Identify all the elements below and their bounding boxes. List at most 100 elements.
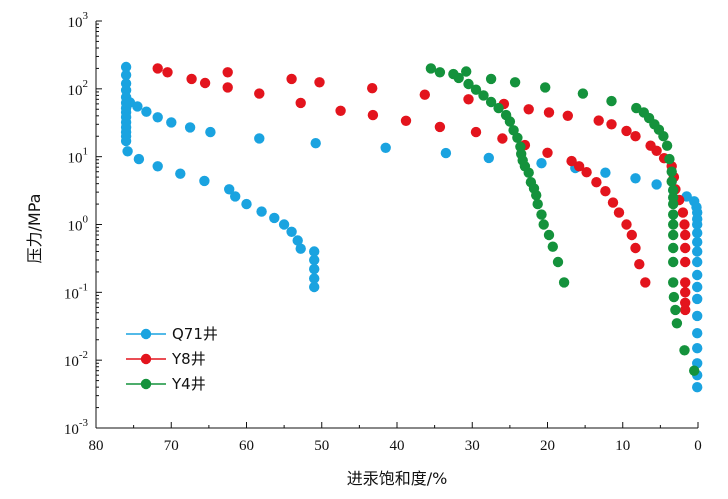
data-point <box>651 179 662 190</box>
data-point <box>162 67 173 78</box>
data-point <box>543 229 555 241</box>
data-point <box>199 77 211 89</box>
data-point <box>668 198 679 210</box>
data-point <box>309 263 320 275</box>
data-point <box>626 229 637 241</box>
data-point <box>141 106 152 117</box>
data-point <box>562 110 573 122</box>
data-point <box>256 206 267 217</box>
data-point <box>254 88 265 99</box>
data-point <box>531 190 542 201</box>
data-point <box>199 175 210 187</box>
data-point <box>661 140 673 151</box>
data-point <box>630 173 641 184</box>
data-point <box>483 152 494 164</box>
data-point <box>607 197 619 208</box>
data-point <box>680 277 691 288</box>
data-point <box>670 304 681 316</box>
data-point <box>668 277 679 288</box>
data-point <box>224 184 235 195</box>
y-axis-title: 压力/MPa <box>25 194 44 264</box>
x-tick-label: 10 <box>615 438 630 454</box>
data-point <box>566 155 577 167</box>
data-point <box>692 269 703 281</box>
data-point <box>152 63 163 74</box>
data-point <box>538 219 549 230</box>
data-point <box>132 101 143 112</box>
data-point <box>152 112 163 123</box>
data-point <box>692 256 703 268</box>
data-point <box>485 96 497 108</box>
data-point <box>658 131 669 142</box>
data-point <box>680 229 691 241</box>
data-point <box>680 287 691 298</box>
y-tick-label: 10-1 <box>64 281 88 302</box>
data-point <box>463 78 474 90</box>
data-point <box>634 259 645 270</box>
data-point <box>504 116 516 127</box>
data-point <box>540 82 551 93</box>
data-point <box>295 97 306 109</box>
legend-label: Q71井 <box>172 325 218 343</box>
data-point <box>335 105 346 117</box>
data-point <box>581 167 592 178</box>
data-point <box>573 161 585 172</box>
data-point <box>461 66 472 77</box>
data-point <box>186 73 197 85</box>
data-point <box>453 72 464 84</box>
data-point <box>485 73 497 85</box>
data-point <box>692 236 703 248</box>
y-tick-label: 10-2 <box>64 349 88 370</box>
data-point <box>680 304 691 316</box>
data-point <box>621 219 632 230</box>
data-point <box>254 133 265 144</box>
data-point <box>536 209 547 220</box>
data-point <box>668 185 679 196</box>
x-tick-label: 40 <box>390 438 405 454</box>
data-point <box>152 161 163 172</box>
data-point <box>613 207 625 218</box>
data-point <box>133 153 145 165</box>
data-point <box>543 107 555 118</box>
data-point <box>630 131 641 142</box>
data-point <box>434 67 446 78</box>
data-point <box>286 73 297 85</box>
data-point <box>310 138 321 149</box>
legend-marker <box>140 378 152 390</box>
data-point <box>600 186 611 197</box>
data-point <box>600 167 611 178</box>
data-point <box>292 235 303 246</box>
data-point <box>493 102 504 114</box>
data-point <box>425 63 437 74</box>
y-tick-label: 102 <box>68 78 89 99</box>
data-point <box>470 126 482 138</box>
series-2 <box>152 63 691 316</box>
data-point <box>692 310 703 322</box>
data-point <box>689 365 700 376</box>
axes-layer: 80 70 60 50 40 30 20 10 010-310-210-110010110210… <box>64 10 702 454</box>
data-point <box>434 121 446 133</box>
data-point <box>577 88 589 99</box>
data-point <box>606 119 617 130</box>
data-point <box>630 242 641 254</box>
data-point <box>692 281 703 293</box>
data-point <box>552 256 564 268</box>
legend-marker <box>140 328 152 340</box>
x-tick-label: 20 <box>540 438 555 454</box>
data-point <box>591 177 602 188</box>
data-point <box>309 246 320 257</box>
data-point <box>309 273 320 284</box>
series-layer <box>120 61 703 393</box>
data-point <box>222 82 233 93</box>
series-1 <box>120 61 703 393</box>
data-point <box>668 219 679 230</box>
legend-label: Y4井 <box>171 375 206 393</box>
data-point <box>241 198 252 210</box>
data-point <box>668 242 679 254</box>
data-point <box>523 104 534 115</box>
data-point <box>120 69 132 81</box>
data-point <box>593 115 604 126</box>
legend: Q71井 Y8井 Y4井 <box>126 325 218 393</box>
data-point <box>692 293 703 305</box>
